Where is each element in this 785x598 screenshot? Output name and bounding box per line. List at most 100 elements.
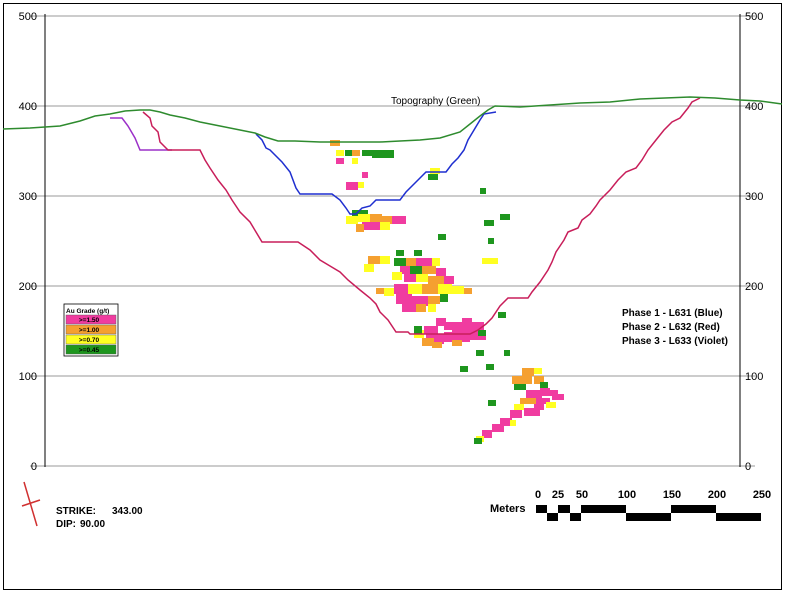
grade-block (422, 284, 438, 294)
right-tick-label: 100 (745, 371, 763, 383)
scale-tick-label: 100 (618, 489, 636, 501)
phase2-pit-outline (142, 97, 701, 335)
grade-block (474, 438, 482, 444)
grade-block (384, 288, 394, 296)
grade-block (422, 338, 434, 346)
right-tick-label: 400 (745, 101, 763, 113)
strike-line-icon (23, 481, 38, 527)
grade-block (492, 424, 504, 432)
legend-swatch (65, 324, 117, 335)
scale-tick-label: 0 (535, 489, 541, 501)
grade-block (548, 390, 558, 396)
grade-block (362, 172, 368, 178)
grade-block (392, 216, 406, 224)
grade-block (534, 376, 544, 384)
grade-block (396, 294, 412, 304)
scale-tick-label: 150 (663, 489, 681, 501)
grade-block (488, 238, 494, 244)
grade-block (452, 340, 462, 346)
grade-block (462, 318, 472, 326)
grade-block (404, 274, 416, 282)
grade-block (464, 288, 472, 294)
grade-block (370, 214, 382, 222)
scale-tick-label: 250 (753, 489, 771, 501)
grade-block (352, 158, 358, 164)
grade-block (416, 304, 426, 312)
left-tick-label: 500 (19, 11, 37, 23)
grade-block (345, 150, 353, 156)
grade-block (410, 266, 422, 274)
grade-block (428, 276, 444, 284)
grade-block (382, 150, 394, 158)
grade-block (382, 216, 392, 224)
right-tick-label: 500 (745, 11, 763, 23)
grade-block (394, 258, 406, 266)
grade-block (412, 296, 428, 306)
grade-block (396, 250, 404, 256)
grade-block (428, 296, 440, 304)
grade-block (362, 150, 372, 156)
grade-block (428, 304, 436, 312)
left-tick-label: 100 (19, 371, 37, 383)
grade-block (486, 364, 494, 370)
grade-block (368, 256, 380, 264)
grade-block (504, 350, 510, 356)
legend-title: Au Grade (g/t) (66, 308, 109, 315)
legend-swatch (65, 334, 117, 345)
topography-label: Topography (Green) (391, 96, 481, 107)
grade-block (364, 264, 374, 272)
grade-block (416, 274, 428, 282)
scale-tick-label: 50 (576, 489, 588, 501)
grade-block (414, 326, 422, 334)
right-tick-label: 200 (745, 281, 763, 293)
grade-block (440, 294, 448, 302)
grade-block (392, 272, 402, 280)
scale-segment (570, 513, 581, 521)
grade-block (426, 334, 444, 344)
grade-block (330, 140, 340, 146)
grade-block (356, 224, 364, 232)
grade-block (424, 326, 438, 334)
grade-block (500, 418, 512, 426)
scale-tick-label: 25 (552, 489, 564, 501)
scale-segment (626, 513, 671, 521)
legend-item-label: >=0.70 (79, 337, 100, 344)
grade-block (422, 266, 436, 274)
grade-block (416, 258, 432, 266)
topography-line (2, 96, 783, 143)
grade-block (510, 410, 522, 418)
grade-block (376, 288, 384, 294)
grade-block (414, 250, 422, 256)
legend-items: >=1.50 >=1.00 >=0.70 >=0.45 (65, 314, 117, 355)
grade-block (482, 430, 492, 438)
scale-segment (547, 513, 558, 521)
legend-swatch (65, 314, 117, 325)
grade-block (436, 268, 446, 276)
right-tick-label: 0 (745, 461, 751, 473)
phase1-label: Phase 1 - L631 (Blue) (622, 308, 723, 319)
phase3-label: Phase 3 - L633 (Violet) (622, 336, 728, 347)
legend-swatch (65, 344, 117, 355)
grade-block (546, 402, 556, 408)
grade-block (524, 408, 540, 416)
right-axis-tick-labels: 0 100 200 300 400 500 (745, 11, 763, 473)
grade-block (406, 258, 416, 266)
grade-block (380, 222, 390, 230)
grade-block (522, 368, 534, 376)
grade-block (514, 404, 524, 410)
grade-block (438, 284, 452, 294)
grade-block (394, 284, 408, 294)
outer-frame (3, 3, 782, 590)
au-grade-legend: Au Grade (g/t) >=1.50 >=1.00 >=0.70 >=0.45 (63, 303, 119, 357)
grade-block (452, 326, 470, 334)
strike-label: STRIKE: (56, 506, 96, 517)
grade-block (432, 342, 442, 348)
grade-block (460, 366, 468, 372)
grade-block (514, 384, 526, 390)
grade-block (362, 222, 380, 230)
dip-tick-icon (21, 499, 41, 507)
grade-block (512, 376, 532, 384)
grade-block (482, 258, 498, 264)
scale-tick-label: 200 (708, 489, 726, 501)
dip-value: 90.00 (80, 519, 105, 530)
